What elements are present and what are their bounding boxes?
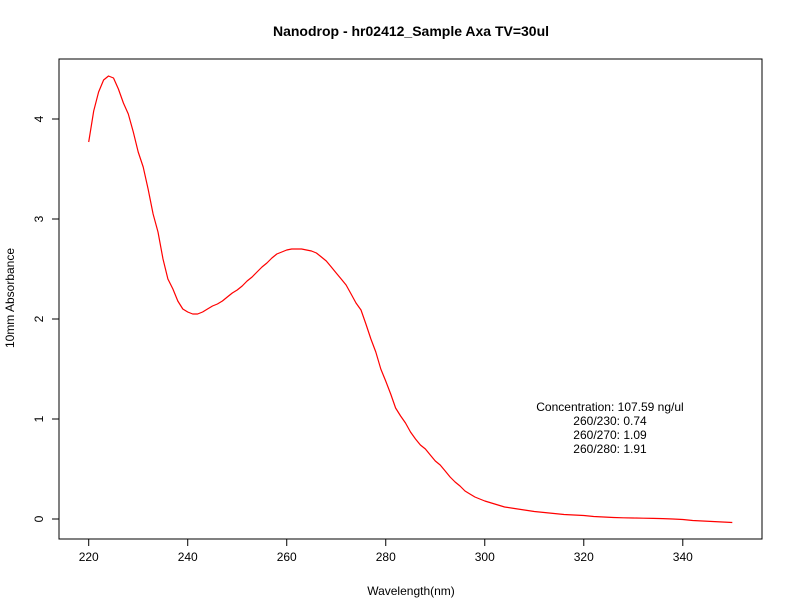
y-tick-label: 1 <box>32 415 46 422</box>
x-tick-label: 280 <box>376 550 396 564</box>
y-axis-label: 10mm Absorbance <box>3 248 17 348</box>
x-axis: 220 240 260 280 300 320 340 <box>79 539 693 564</box>
concentration-annotation: Concentration: 107.59 ng/ul <box>536 400 683 414</box>
x-tick-label: 300 <box>475 550 495 564</box>
y-tick-label: 3 <box>32 215 46 222</box>
x-tick-label: 320 <box>574 550 594 564</box>
x-axis-label: Wavelength(nm) <box>367 584 455 598</box>
y-axis: 0 1 2 3 4 <box>32 115 59 522</box>
ratio-260-230-annotation: 260/230: 0.74 <box>573 414 647 428</box>
chart-title: Nanodrop - hr02412_Sample Axa TV=30ul <box>273 23 549 39</box>
x-tick-label: 220 <box>79 550 99 564</box>
ratio-260-280-annotation: 260/280: 1.91 <box>573 442 647 456</box>
x-tick-label: 240 <box>178 550 198 564</box>
plot-frame <box>58 58 763 540</box>
x-tick-label: 340 <box>673 550 693 564</box>
ratio-260-270-annotation: 260/270: 1.09 <box>573 428 647 442</box>
series-layer <box>88 75 733 524</box>
y-tick-label: 2 <box>32 315 46 322</box>
y-tick-label: 0 <box>32 515 46 522</box>
x-tick-label: 260 <box>277 550 297 564</box>
absorbance-line <box>88 75 733 524</box>
y-tick-label: 4 <box>32 115 46 122</box>
measurement-annotations: Concentration: 107.59 ng/ul 260/230: 0.7… <box>536 400 683 456</box>
